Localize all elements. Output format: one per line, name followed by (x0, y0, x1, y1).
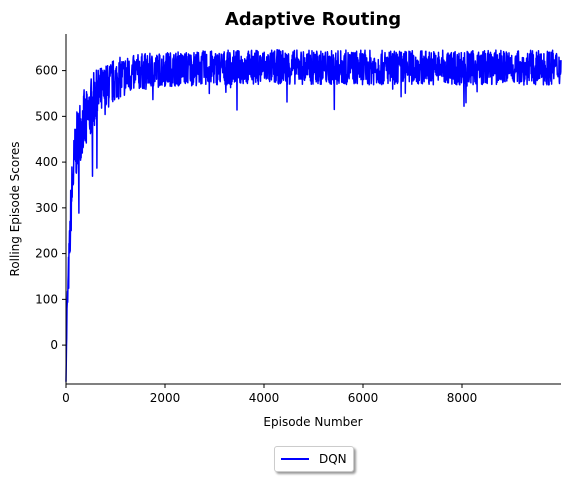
y-tick-label: 600 (35, 64, 58, 78)
y-axis-ticks: 0 100 200 300 400 500 600 (35, 64, 66, 352)
legend-swatch-dqn (281, 458, 309, 460)
y-tick-label: 200 (35, 247, 58, 261)
x-tick-label: 6000 (348, 391, 379, 405)
x-tick-label: 2000 (150, 391, 181, 405)
y-tick-label: 400 (35, 155, 58, 169)
x-tick-label: 8000 (447, 391, 478, 405)
legend-label-dqn: DQN (319, 452, 347, 466)
x-axis-ticks: 0 2000 4000 6000 8000 (62, 384, 477, 405)
y-tick-label: 0 (50, 338, 58, 352)
legend: DQN (274, 446, 354, 472)
y-axis-label: Rolling Episode Scores (8, 142, 22, 277)
x-axis-label: Episode Number (263, 415, 362, 429)
series-line-dqn (65, 48, 562, 382)
axes (65, 34, 561, 385)
plot-series (65, 48, 562, 382)
y-tick-label: 300 (35, 201, 58, 215)
y-tick-label: 100 (35, 292, 58, 306)
y-tick-label: 500 (35, 109, 58, 123)
x-tick-label: 4000 (249, 391, 280, 405)
x-tick-label: 0 (62, 391, 70, 405)
chart-title: Adaptive Routing (225, 9, 401, 30)
